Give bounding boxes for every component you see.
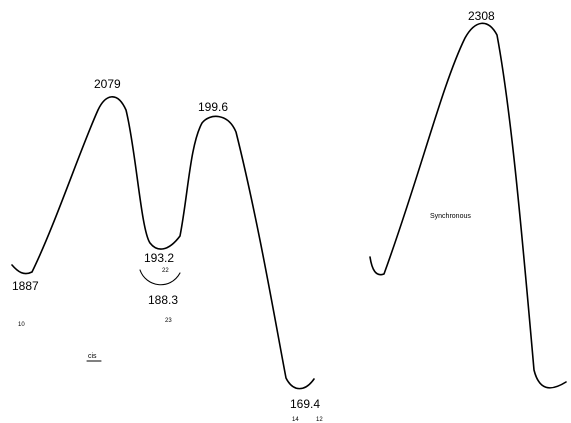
well-label-intermediate: 193.2	[144, 251, 174, 265]
well-label-start: 1887	[12, 279, 39, 293]
well-sublabel-end-a: 14	[292, 417, 299, 423]
well-sublabel-alternative: 23	[165, 318, 172, 324]
well-sublabel-intermediate: 22	[162, 268, 169, 274]
well-label-alternative: 188.3	[148, 293, 178, 307]
alternative-well-arc	[139, 269, 181, 286]
synchronous-caption: Synchronous	[430, 213, 471, 220]
right-energy-profile-curve	[369, 22, 567, 389]
well-label-end: 169.4	[290, 397, 320, 411]
cis-caption: cis	[88, 353, 97, 360]
well-sublabel-start: 10	[18, 322, 25, 328]
peak-label-first-ts: 2079	[94, 77, 121, 91]
peak-label-second-ts: 199.6	[198, 100, 228, 114]
well-sublabel-end-b: 12	[316, 417, 323, 423]
peak-label-synchronous-ts: 2308	[468, 9, 495, 23]
left-energy-profile-curve	[11, 96, 315, 390]
